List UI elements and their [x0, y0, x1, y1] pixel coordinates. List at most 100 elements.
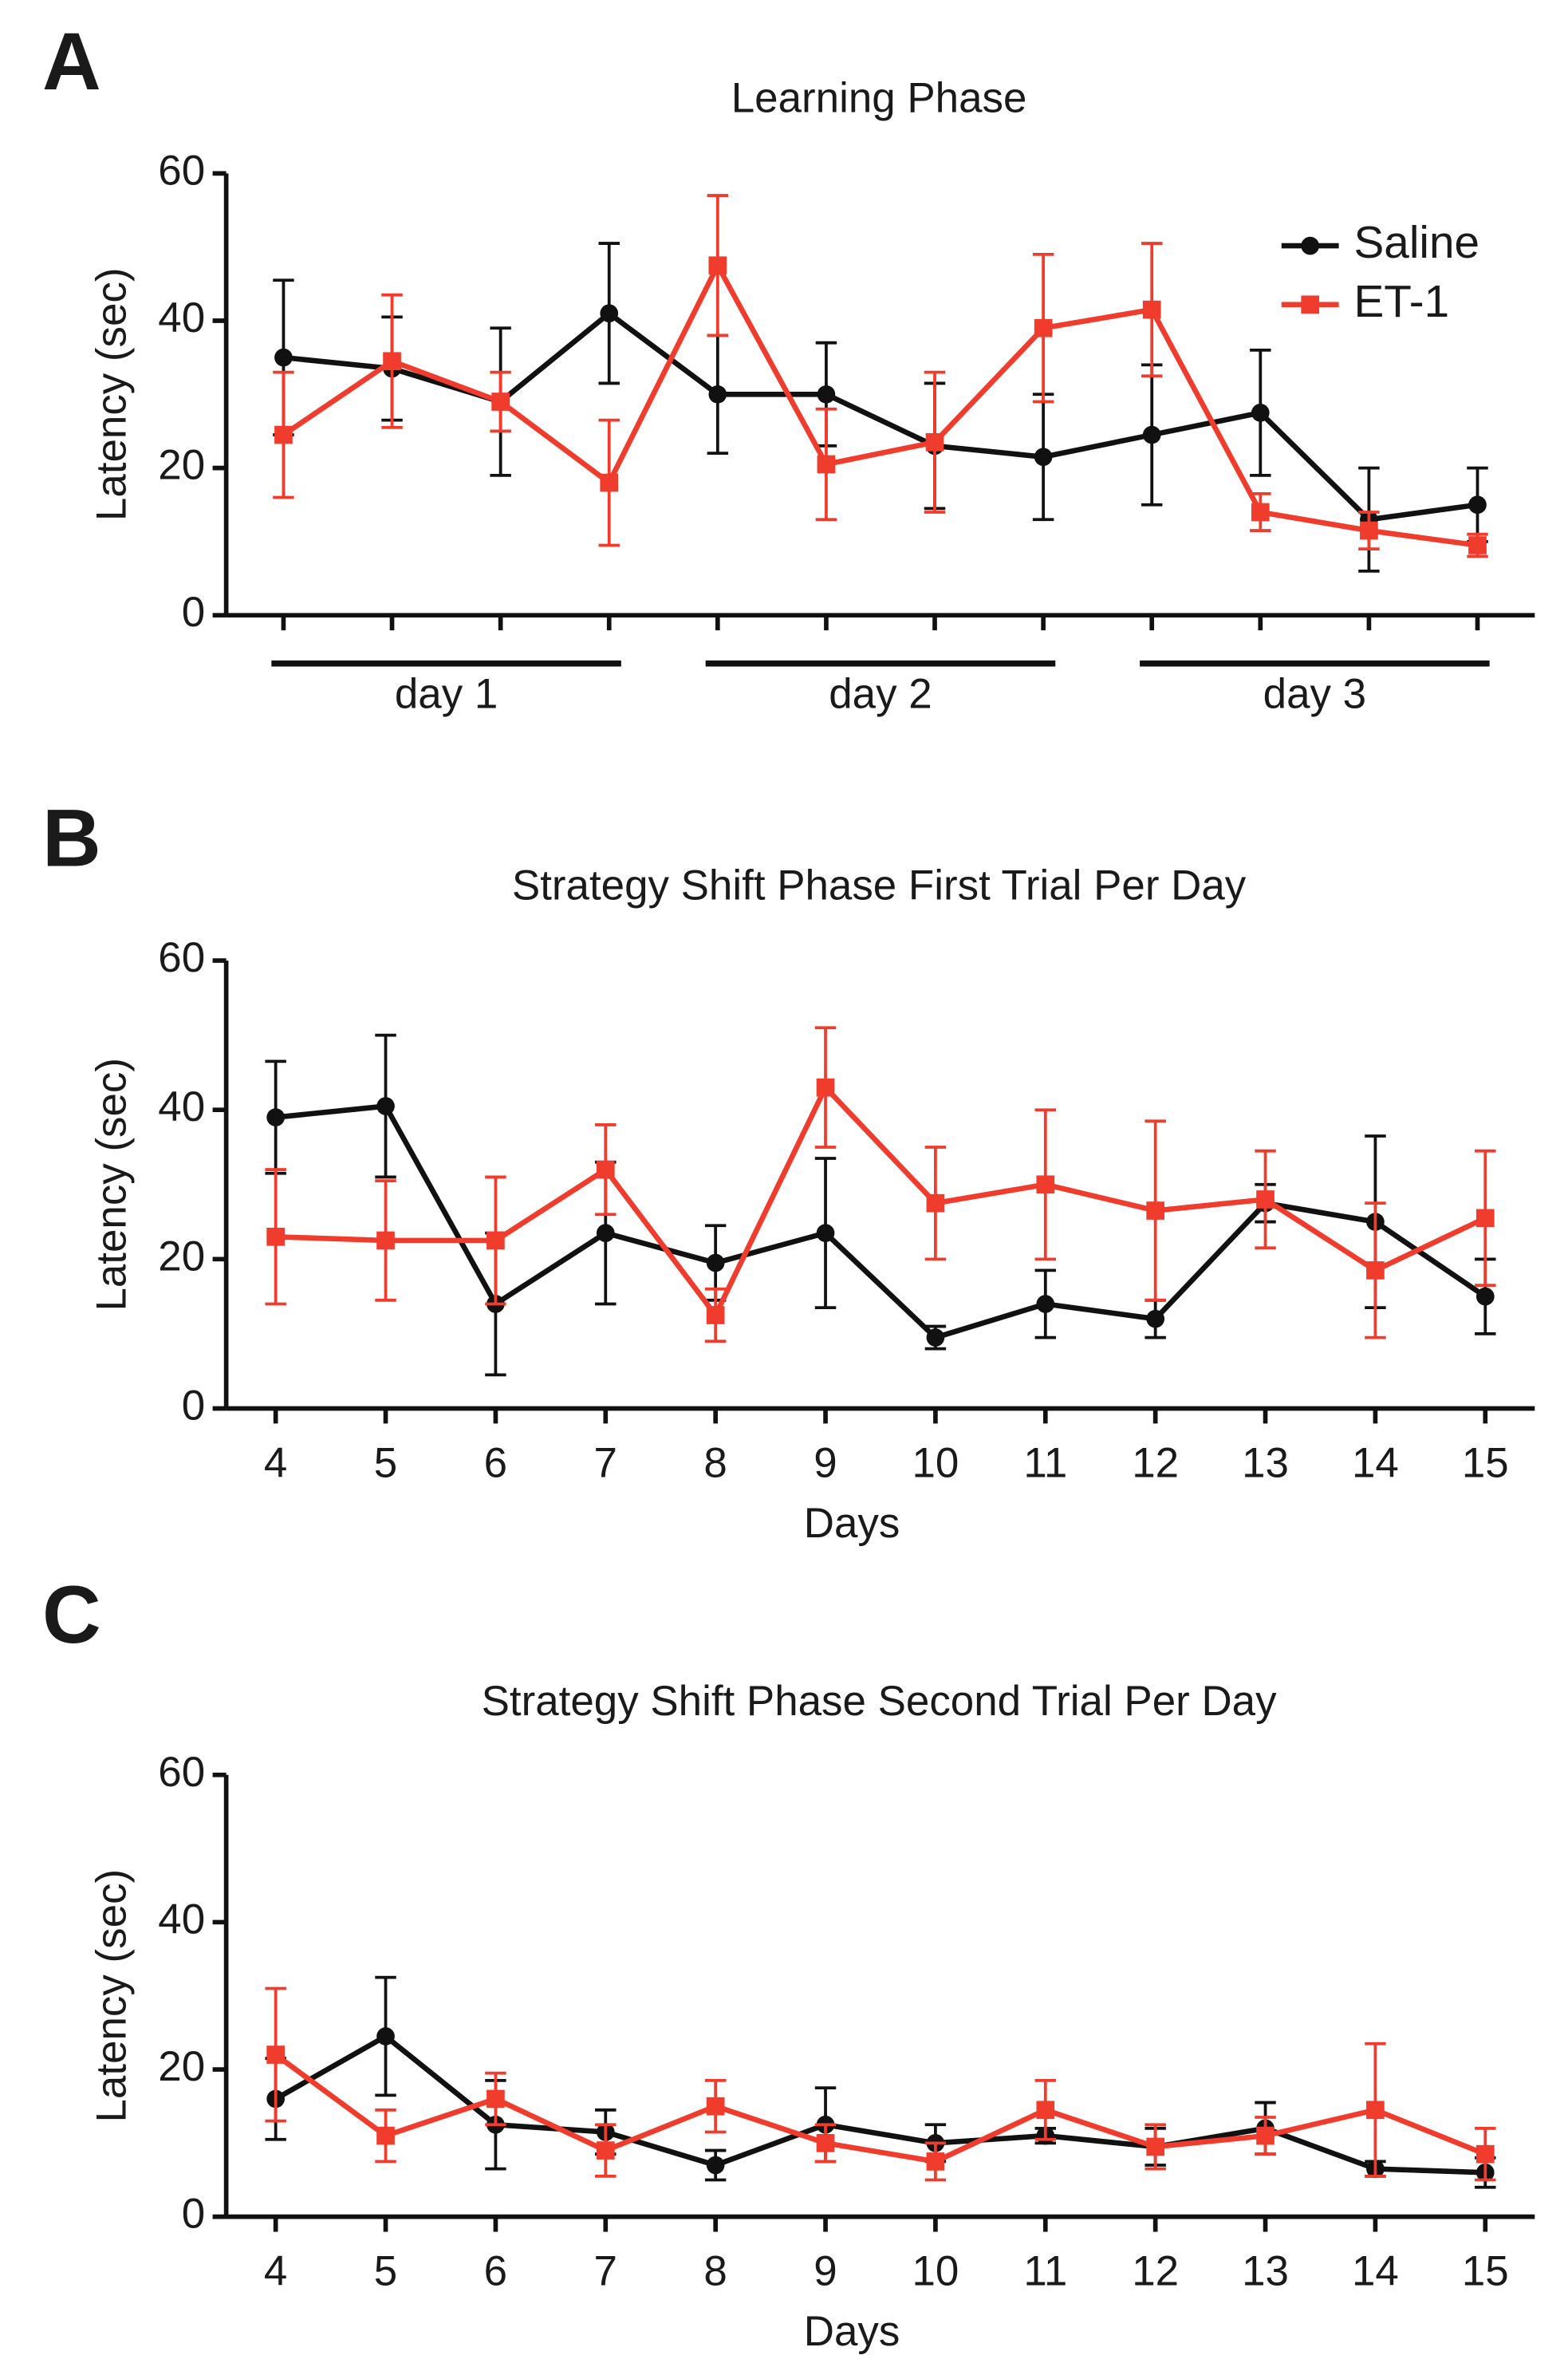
marker	[376, 1097, 395, 1115]
legend-label: Saline	[1354, 218, 1480, 268]
y-axis-label: Latency (sec)	[89, 1058, 136, 1312]
marker	[1366, 1261, 1385, 1280]
x-tick-label: 14	[1352, 2247, 1399, 2294]
series-line	[283, 310, 1478, 523]
marker	[925, 432, 944, 452]
marker	[706, 2097, 725, 2116]
series	[265, 1975, 1496, 2189]
y-tick-label: 60	[158, 934, 205, 981]
marker	[596, 2141, 615, 2160]
marker	[600, 304, 619, 323]
series-line	[274, 2033, 1486, 2176]
series-line	[275, 1103, 1487, 1341]
marker	[383, 352, 401, 371]
marker	[376, 2027, 395, 2045]
x-tick-label: 4	[264, 2247, 287, 2294]
marker	[1142, 300, 1161, 319]
series	[265, 1026, 1496, 1343]
chart-title: Strategy Shift Phase Second Trial Per Da…	[482, 1678, 1277, 1725]
marker	[1468, 536, 1487, 554]
x-tick-label: 15	[1462, 1439, 1509, 1486]
legend-marker	[1301, 236, 1320, 255]
marker	[706, 1253, 725, 1272]
series	[265, 1986, 1496, 2182]
chart-title: Strategy Shift Phase First Trial Per Day	[512, 862, 1247, 909]
x-tick-label: 10	[912, 2247, 959, 2294]
y-tick-label: 40	[158, 1083, 205, 1130]
marker	[376, 1231, 395, 1250]
x-tick-label: 14	[1352, 1439, 1399, 1486]
marker	[1468, 495, 1487, 515]
marker	[1256, 2126, 1274, 2145]
legend-marker	[1301, 295, 1320, 314]
chart-title: Learning Phase	[731, 75, 1027, 122]
marker	[1036, 2101, 1055, 2120]
marker	[596, 1160, 615, 1179]
marker	[1036, 1175, 1055, 1194]
marker	[1034, 448, 1053, 467]
marker	[926, 2152, 945, 2171]
series-line	[274, 2052, 1487, 2164]
x-tick-label: 4	[264, 1439, 287, 1486]
x-tick-label: 13	[1242, 1439, 1289, 1486]
marker	[1360, 521, 1378, 540]
marker	[1475, 1287, 1495, 1306]
marker	[491, 393, 510, 411]
marker	[1251, 404, 1270, 422]
x-tick-label: 11	[1023, 1439, 1067, 1486]
group-label: day 3	[1263, 670, 1366, 717]
marker	[266, 1108, 285, 1126]
x-tick-label: 15	[1462, 2247, 1509, 2294]
x-tick-label: 9	[814, 2247, 837, 2294]
marker	[487, 1231, 505, 1250]
series	[273, 194, 1488, 558]
marker	[1034, 318, 1053, 337]
marker	[274, 425, 293, 444]
marker	[706, 2156, 725, 2175]
marker	[274, 348, 293, 367]
panel-label: A	[42, 16, 101, 107]
x-axis-label: Days	[804, 1500, 900, 1547]
y-tick-label: 0	[182, 589, 205, 636]
y-axis-label: Latency (sec)	[89, 268, 136, 522]
x-tick-label: 13	[1242, 2247, 1289, 2294]
y-tick-label: 40	[158, 1896, 205, 1943]
panel-label: B	[42, 793, 101, 884]
y-tick-label: 60	[158, 1749, 205, 1796]
x-tick-label: 12	[1132, 1439, 1179, 1486]
x-tick-label: 11	[1023, 2247, 1067, 2294]
marker	[1146, 1201, 1165, 1220]
x-tick-label: 10	[912, 1439, 959, 1486]
x-tick-label: 6	[484, 1439, 507, 1486]
marker	[1251, 503, 1270, 522]
marker	[600, 473, 619, 492]
x-tick-label: 8	[703, 1439, 727, 1486]
group-label: day 1	[395, 670, 498, 717]
x-tick-label: 7	[594, 2247, 617, 2294]
y-tick-label: 60	[158, 147, 205, 194]
series	[265, 1033, 1496, 1377]
y-tick-label: 0	[182, 1382, 205, 1429]
marker	[706, 1306, 725, 1324]
marker	[926, 1193, 945, 1213]
marker	[487, 2089, 505, 2109]
y-tick-label: 20	[158, 1233, 205, 1280]
series-line	[282, 259, 1478, 548]
marker	[1036, 1295, 1055, 1313]
x-tick-label: 5	[374, 1439, 397, 1486]
y-axis-label: Latency (sec)	[89, 1869, 136, 2123]
x-tick-label: 6	[484, 2247, 507, 2294]
marker	[266, 1227, 285, 1246]
marker	[266, 2045, 285, 2064]
marker	[1146, 2137, 1165, 2156]
y-tick-label: 0	[182, 2191, 205, 2238]
marker	[708, 256, 727, 275]
marker	[816, 1078, 835, 1097]
x-tick-label: 12	[1132, 2247, 1179, 2294]
marker	[596, 1224, 615, 1242]
marker	[817, 385, 836, 404]
y-tick-label: 20	[158, 2043, 205, 2090]
marker	[1366, 2101, 1385, 2120]
